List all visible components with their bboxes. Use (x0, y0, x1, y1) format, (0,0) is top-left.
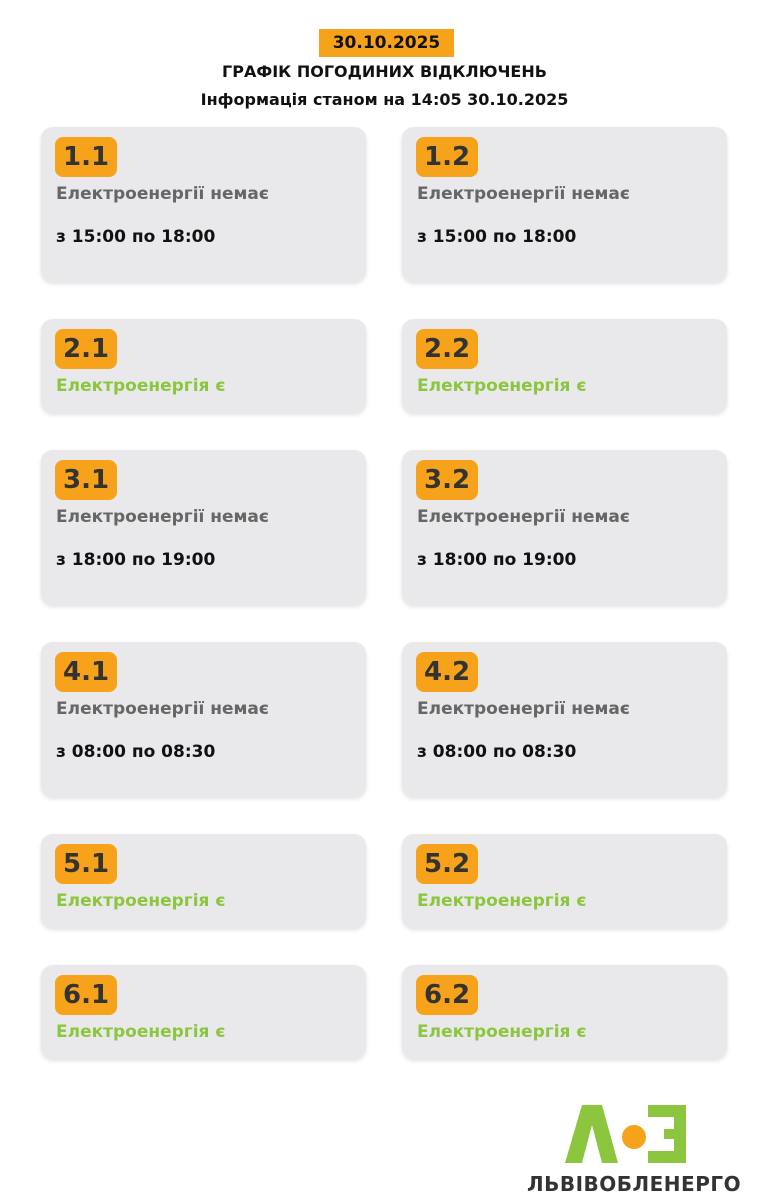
group-card-2-2: 2.2 Електроенергія є (402, 319, 727, 413)
group-number-badge: 1.1 (55, 137, 118, 177)
outage-time: з 08:00 по 08:30 (417, 742, 577, 762)
power-status: Електроенергії немає (56, 184, 269, 204)
group-card-6-2: 6.2 Електроенергія є (402, 965, 727, 1059)
power-status: Електроенергія є (56, 376, 226, 396)
group-card-4-1: 4.1 Електроенергії немає з 08:00 по 08:30 (41, 642, 366, 797)
outage-time: з 18:00 по 19:00 (56, 550, 216, 570)
group-number-badge: 3.2 (416, 460, 479, 500)
power-status: Електроенергії немає (417, 507, 630, 527)
power-status: Електроенергії немає (56, 507, 269, 527)
power-status: Електроенергії немає (417, 184, 630, 204)
power-status: Електроенергії немає (56, 699, 269, 719)
group-number-badge: 6.1 (55, 975, 118, 1015)
group-number-badge: 5.1 (55, 844, 118, 884)
page-title: ГРАФІК ПОГОДИНИХ ВІДКЛЮЧЕНЬ (222, 62, 547, 81)
info-timestamp: Інформація станом на 14:05 30.10.2025 (200, 90, 569, 109)
power-status: Електроенергія є (417, 1022, 587, 1042)
logo-l-shape (565, 1105, 618, 1163)
group-card-1-2: 1.2 Електроенергії немає з 15:00 по 18:00 (402, 127, 727, 282)
date-badge: 30.10.2025 (319, 29, 454, 57)
group-number-badge: 3.1 (55, 460, 118, 500)
loe-logo (565, 1105, 686, 1163)
group-card-1-1: 1.1 Електроенергії немає з 15:00 по 18:00 (41, 127, 366, 282)
power-status: Електроенергія є (56, 1022, 226, 1042)
logo-e-bar-side (674, 1105, 686, 1163)
group-number-badge: 1.2 (416, 137, 479, 177)
group-number-badge: 2.2 (416, 329, 479, 369)
group-card-6-1: 6.1 Електроенергія є (41, 965, 366, 1059)
group-number-badge: 4.2 (416, 652, 479, 692)
outage-time: з 15:00 по 18:00 (417, 227, 577, 247)
group-number-badge: 5.2 (416, 844, 479, 884)
group-number-badge: 4.1 (55, 652, 118, 692)
power-status: Електроенергії немає (417, 699, 630, 719)
group-card-5-1: 5.1 Електроенергія є (41, 834, 366, 928)
group-card-5-2: 5.2 Електроенергія є (402, 834, 727, 928)
logo-orange-dot (622, 1125, 646, 1149)
logo-text: ЛЬВІВОБЛЕНЕРГО (527, 1172, 742, 1196)
outage-time: з 18:00 по 19:00 (417, 550, 577, 570)
outage-time: з 15:00 по 18:00 (56, 227, 216, 247)
power-status: Електроенергія є (56, 891, 226, 911)
group-number-badge: 6.2 (416, 975, 479, 1015)
group-card-3-2: 3.2 Електроенергії немає з 18:00 по 19:00 (402, 450, 727, 605)
power-status: Електроенергія є (417, 376, 587, 396)
group-number-badge: 2.1 (55, 329, 118, 369)
outage-time: з 08:00 по 08:30 (56, 742, 216, 762)
group-card-4-2: 4.2 Електроенергії немає з 08:00 по 08:30 (402, 642, 727, 797)
group-card-3-1: 3.1 Електроенергії немає з 18:00 по 19:00 (41, 450, 366, 605)
group-card-2-1: 2.1 Електроенергія є (41, 319, 366, 413)
power-status: Електроенергія є (417, 891, 587, 911)
